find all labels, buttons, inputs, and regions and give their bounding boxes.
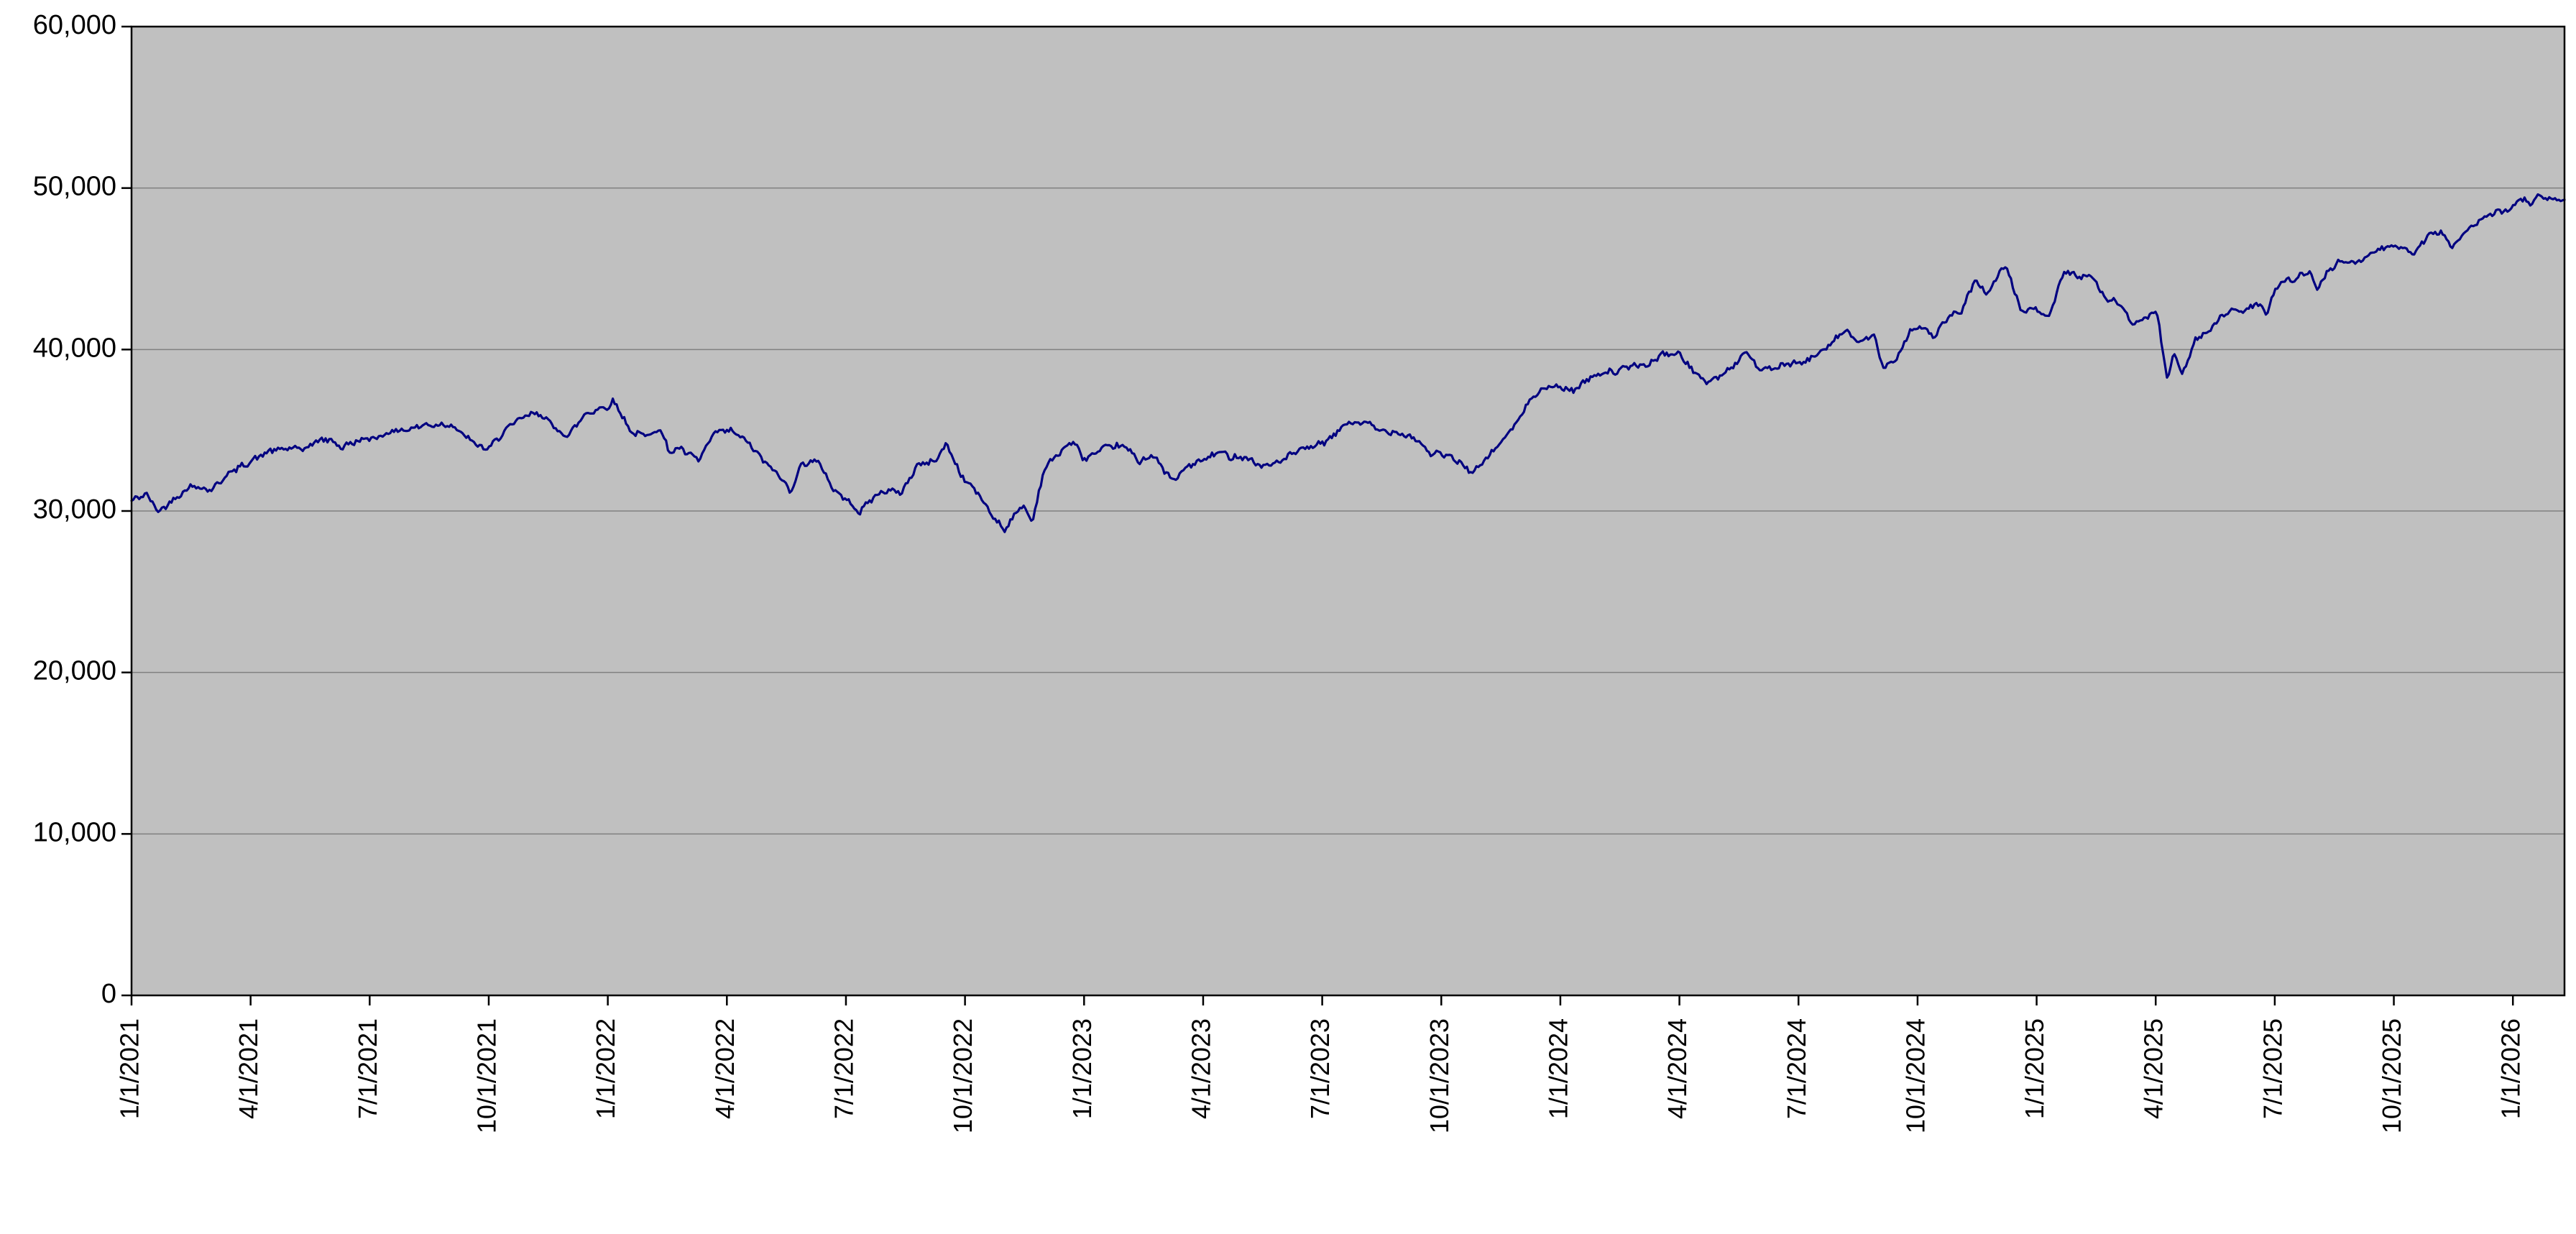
x-axis-label: 7/1/2023 <box>1305 1018 1335 1119</box>
x-axis-label: 7/1/2022 <box>829 1018 858 1119</box>
x-axis-label: 10/1/2024 <box>1900 1018 1930 1133</box>
x-axis-label: 1/1/2024 <box>1543 1018 1573 1119</box>
x-axis-label: 4/1/2022 <box>710 1018 740 1119</box>
y-axis-label: 30,000 <box>33 494 116 525</box>
series-line <box>130 193 2566 533</box>
y-axis-label: 60,000 <box>33 10 116 40</box>
y-axis-label: 20,000 <box>33 656 116 686</box>
x-axis-label: 4/1/2021 <box>234 1018 263 1119</box>
x-axis-label: 1/1/2022 <box>591 1018 620 1119</box>
x-axis-label: 10/1/2023 <box>1425 1018 1454 1133</box>
y-axis-label: 10,000 <box>33 817 116 847</box>
x-axis-label: 10/1/2021 <box>472 1018 501 1133</box>
x-axis-label: 1/1/2025 <box>2020 1018 2049 1119</box>
x-axis-label: 10/1/2022 <box>948 1018 978 1133</box>
x-axis-label: 10/1/2025 <box>2377 1018 2406 1133</box>
x-axis-label: 7/1/2025 <box>2258 1018 2287 1119</box>
x-axis-label: 4/1/2023 <box>1186 1018 1215 1119</box>
y-axis-label: 0 <box>101 979 116 1009</box>
y-axis-label: 40,000 <box>33 333 116 363</box>
x-axis-label: 1/1/2026 <box>2496 1018 2526 1119</box>
x-axis-label: 1/1/2021 <box>115 1018 144 1119</box>
x-axis-label: 4/1/2025 <box>2139 1018 2168 1119</box>
x-axis-label: 1/1/2023 <box>1067 1018 1097 1119</box>
x-axis-label: 7/1/2024 <box>1782 1018 1811 1119</box>
x-axis-label: 7/1/2021 <box>353 1018 382 1119</box>
y-axis-label: 50,000 <box>33 172 116 202</box>
x-axis-label: 4/1/2024 <box>1662 1018 1692 1119</box>
